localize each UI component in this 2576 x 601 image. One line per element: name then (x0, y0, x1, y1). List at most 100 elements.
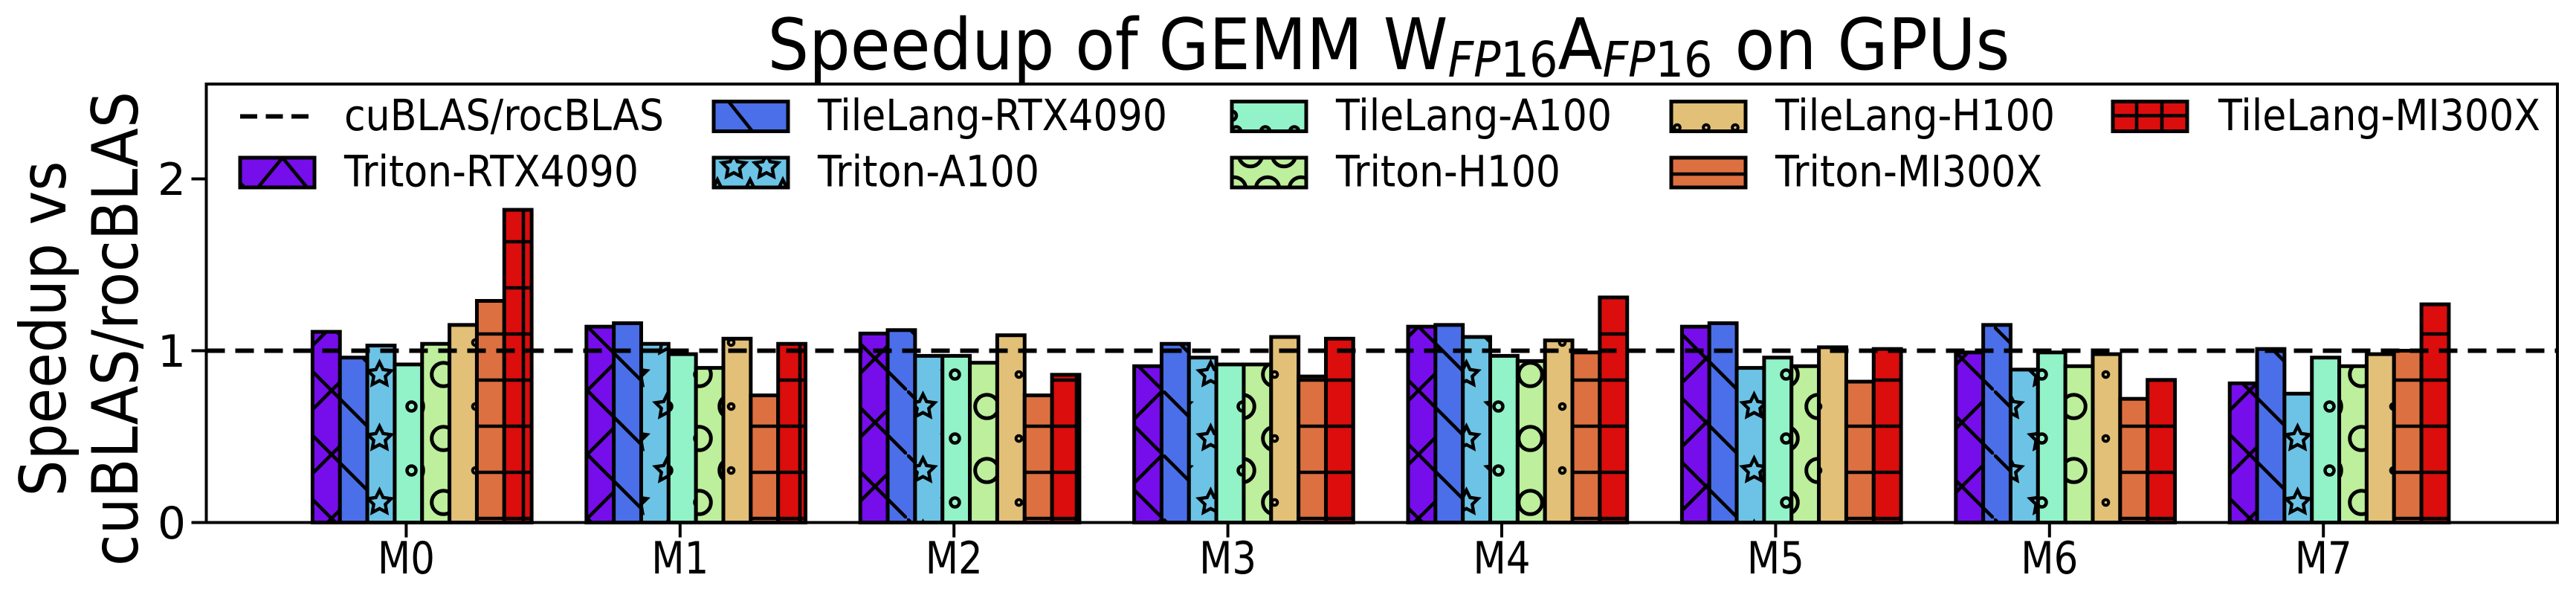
legend-item-Triton-A100: Triton-A100 (711, 147, 1039, 197)
bar-M2-Triton-RTX4090 (858, 331, 890, 524)
bar-M0-Triton-H100 (420, 341, 452, 525)
bar-M7-Triton-RTX4090 (2227, 381, 2259, 525)
bar-M5-Triton-H100 (1789, 364, 1821, 525)
bar-M3-Triton-H100 (1242, 362, 1274, 525)
bar-M0-TileLang-MI300X (502, 208, 534, 524)
bar-M5-TileLang-H100 (1817, 345, 1848, 524)
bar-M6-TileLang-MI300X (2146, 378, 2178, 524)
bar-M1-TileLang-RTX4090 (612, 321, 643, 524)
bar-M7-Triton-A100 (2282, 391, 2314, 524)
bar-M1-TileLang-A100 (666, 352, 698, 524)
bar-M4-TileLang-RTX4090 (1433, 323, 1465, 524)
legend-swatch-TileLang-RTX4090 (711, 100, 790, 133)
bar-M5-TileLang-RTX4090 (1707, 321, 1739, 524)
bar-M7-TileLang-A100 (2310, 356, 2342, 524)
bar-M0-TileLang-A100 (393, 362, 425, 525)
legend-label-Triton-H100: Triton-H100 (1335, 147, 1560, 197)
axes-box (204, 83, 2559, 524)
y-tick-label-0: 0 (158, 498, 186, 550)
bar-M2-TileLang-A100 (940, 353, 972, 524)
bar-M5-Triton-A100 (1734, 366, 1766, 524)
bar-M4-TileLang-H100 (1543, 338, 1575, 525)
bar-M1-Triton-A100 (639, 341, 671, 525)
bar-M5-TileLang-MI300X (1871, 347, 1903, 524)
chart-title: Speedup of GEMM WFP16AFP16 on GPUs (768, 4, 2010, 89)
x-tick-label-M3: M3 (1199, 533, 1256, 585)
bar-M0-Triton-A100 (365, 344, 397, 524)
bar-M3-Triton-A100 (1187, 356, 1218, 524)
legend-swatch-TileLang-A100 (1230, 100, 1308, 133)
bar-M7-Triton-MI300X (2392, 349, 2424, 524)
bar-M3-TileLang-A100 (1214, 362, 1246, 525)
legend-item-TileLang-H100: TileLang-H100 (1669, 90, 2055, 141)
axes-layer (204, 83, 2559, 524)
bar-M6-TileLang-A100 (2036, 350, 2067, 524)
legend-item-Triton-MI300X: Triton-MI300X (1669, 147, 2042, 197)
y-axis-label-line2: cuBLAS/rocBLAS (79, 91, 153, 566)
legend-item-Triton-H100: Triton-H100 (1230, 147, 1560, 197)
bar-M3-TileLang-RTX4090 (1159, 341, 1191, 525)
legend-label-TileLang-RTX4090: TileLang-RTX4090 (817, 90, 1167, 141)
bar-M2-TileLang-RTX4090 (885, 328, 917, 524)
bar-M1-TileLang-MI300X (776, 341, 808, 525)
bar-M6-TileLang-H100 (2091, 352, 2123, 524)
bar-M0-TileLang-H100 (448, 323, 479, 524)
legend-item-TileLang-A100: TileLang-A100 (1230, 90, 1612, 141)
x-tick-label-M0: M0 (378, 533, 435, 585)
legend-label-TileLang-H100: TileLang-H100 (1775, 90, 2055, 141)
bar-M5-Triton-MI300X (1844, 379, 1876, 525)
legend-item-TileLang-MI300X: TileLang-MI300X (2111, 90, 2540, 141)
bar-M0-Triton-RTX4090 (310, 330, 342, 524)
legend-item-TileLang-RTX4090: TileLang-RTX4090 (711, 90, 1167, 141)
bar-M7-TileLang-H100 (2364, 352, 2396, 524)
x-tick-label-M4: M4 (1473, 533, 1531, 585)
legend-label-Triton-RTX4090: Triton-RTX4090 (343, 147, 639, 197)
bar-M6-Triton-A100 (2008, 367, 2040, 524)
x-tick-label-M5: M5 (1747, 533, 1804, 585)
legend-label-TileLang-MI300X: TileLang-MI300X (2218, 90, 2540, 141)
bar-M2-TileLang-MI300X (1050, 373, 1082, 524)
bar-M5-Triton-RTX4090 (1679, 324, 1711, 524)
tick-layer: 0 1 2 M0 M1 M2 M3 M4 M5 M6 M7 (158, 154, 2352, 585)
bar-M5-TileLang-A100 (1762, 356, 1794, 524)
bar-M6-Triton-RTX4090 (1954, 350, 1986, 524)
bar-M4-TileLang-A100 (1488, 353, 1520, 524)
y-tick-label-2: 2 (158, 154, 186, 206)
legend-label-Triton-MI300X: Triton-MI300X (1775, 147, 2042, 197)
bar-M1-Triton-RTX4090 (584, 324, 616, 524)
bar-M7-Triton-H100 (2337, 364, 2369, 525)
x-tick-label-M1: M1 (651, 533, 708, 585)
x-tick-label-M7: M7 (2295, 533, 2352, 585)
bar-M3-Triton-MI300X (1297, 374, 1328, 524)
legend-swatch-TileLang-MI300X (2111, 100, 2189, 133)
bar-M1-TileLang-H100 (721, 336, 753, 524)
legend-swatch-Triton-H100 (1230, 155, 1308, 190)
bar-M3-TileLang-H100 (1269, 335, 1301, 524)
bar-M7-TileLang-RTX4090 (2255, 347, 2287, 524)
bar-M0-TileLang-RTX4090 (338, 356, 369, 524)
legend-label-cublas-rocblas: cuBLAS/rocBLAS (344, 90, 664, 141)
bar-M4-Triton-MI300X (1570, 350, 1602, 524)
legend-swatch-Triton-RTX4090 (238, 155, 317, 190)
bar-M4-TileLang-MI300X (1598, 295, 1630, 524)
legend-label-Triton-A100: Triton-A100 (817, 147, 1039, 197)
legend-label-TileLang-A100: TileLang-A100 (1335, 90, 1612, 141)
bar-M4-Triton-RTX4090 (1406, 324, 1438, 524)
bar-M3-Triton-RTX4090 (1132, 364, 1163, 525)
bars-layer (310, 208, 2451, 525)
legend-swatch-Triton-A100 (711, 155, 790, 190)
y-axis-label-line1: Speedup vs (7, 161, 81, 497)
x-tick-label-M6: M6 (2021, 533, 2078, 585)
bar-M2-Triton-A100 (913, 353, 945, 524)
bar-M2-TileLang-H100 (995, 333, 1027, 524)
bar-M1-Triton-MI300X (749, 393, 781, 524)
bar-M1-Triton-H100 (694, 366, 726, 524)
bar-M2-Triton-H100 (968, 361, 999, 525)
bar-M6-Triton-H100 (2063, 364, 2095, 525)
bar-M7-TileLang-MI300X (2419, 302, 2451, 524)
bar-M6-Triton-MI300X (2118, 396, 2150, 524)
bar-M2-Triton-MI300X (1022, 393, 1054, 524)
bar-M4-Triton-H100 (1515, 359, 1547, 524)
